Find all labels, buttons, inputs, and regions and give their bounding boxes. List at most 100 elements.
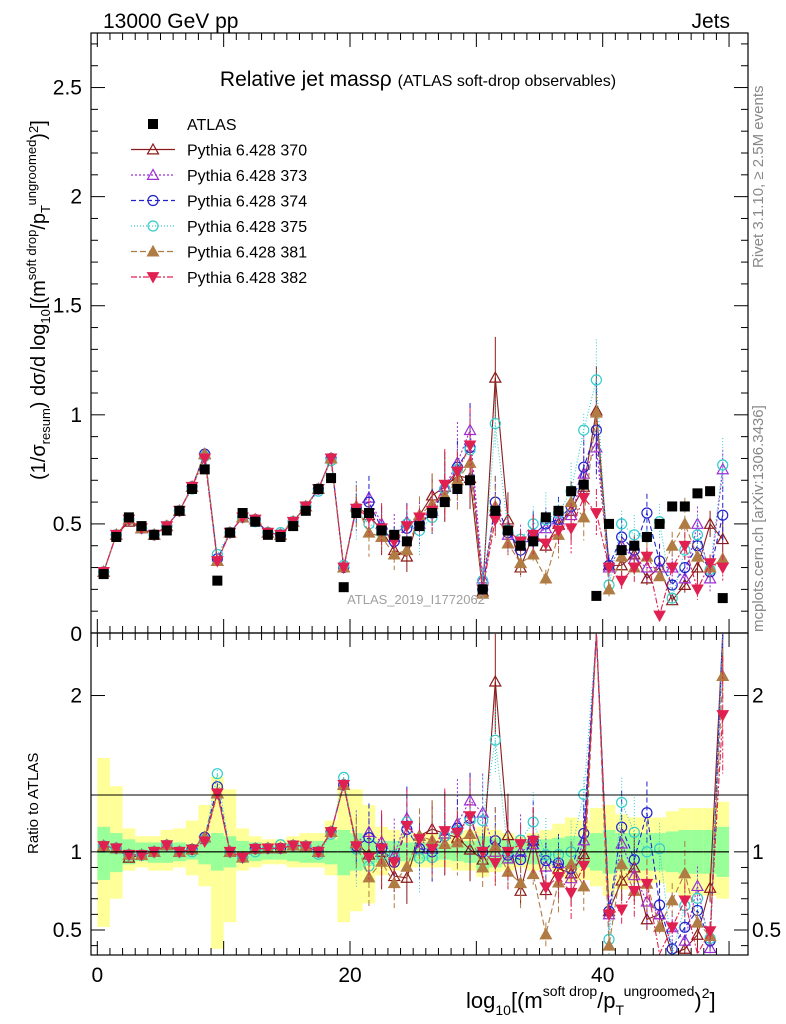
main-point-s2-44: [653, 555, 666, 567]
atlas-point-44: [654, 518, 665, 529]
atlas-point-7: [187, 484, 198, 494]
main-point-s2-49: [717, 509, 729, 521]
x-tick-label-2: 40: [591, 964, 614, 987]
ratio-point-s1-44: [653, 907, 667, 920]
main-point-s0-46: [678, 578, 692, 591]
main-point-s4-47: [690, 549, 704, 562]
ratio-point-s4-33: [514, 876, 528, 889]
main-point-s3-38: [578, 424, 590, 436]
y-ratio-tick-label-r-0: 0.5: [752, 919, 781, 942]
atlas-point-31: [490, 505, 501, 516]
y-main-tick-label-0: 0.5: [53, 513, 82, 536]
main-point-s4-38: [577, 510, 591, 523]
y-ratio-tick-label-l-0: 0.5: [53, 919, 82, 942]
legend-marker-0: [146, 142, 160, 155]
atlas-point-47: [692, 488, 703, 499]
main-line-series-3: [103, 379, 724, 599]
main-point-s5-36: [552, 525, 565, 537]
title-sub: (ATLAS soft-drop observables): [398, 73, 616, 90]
ratio-point-s5-2: [122, 849, 136, 862]
main-point-s2-43: [641, 507, 653, 519]
ratio-line-series-4: [103, 633, 724, 946]
ratio-point-s3-41: [616, 796, 628, 809]
ratio-line-series-3: [103, 633, 724, 955]
x-tick-label-1: 20: [338, 964, 361, 987]
atlas-data-points: [97, 464, 730, 853]
ratio-point-s5-22: [375, 843, 388, 856]
legend: ATLAS Pythia 6.428 370 Pythia 6.428 373 Pyt…: [131, 117, 307, 287]
main-point-s4-33: [514, 556, 528, 569]
main-point-s3-42: [628, 529, 640, 541]
main-point-s3-31: [489, 417, 501, 430]
atlas-point-25: [414, 521, 425, 532]
main-point-s3-45: [666, 592, 678, 604]
main-point-s0-47: [690, 560, 704, 573]
main-point-s4-24: [400, 543, 414, 556]
ratio-line-series-0: [103, 633, 724, 955]
mcplots-label: mcplots.cern.ch [arXiv:1306.3436]: [750, 405, 767, 632]
atlas-point-39: [591, 590, 602, 601]
y-ratio-tick-label-r-2: 2: [752, 685, 764, 708]
main-point-s0-49: [716, 532, 730, 545]
ratio-point-s5-0: [97, 841, 110, 853]
atlas-point-19: [338, 582, 349, 593]
main-point-s5-25: [413, 512, 426, 524]
main-point-s3-41: [616, 518, 628, 530]
ratio-point-s4-40: [602, 938, 616, 951]
legend-label-atlas: ATLAS: [187, 117, 237, 134]
y-ratio-tick-label-l-2: 2: [70, 685, 82, 708]
x-tick-label-0: 0: [91, 964, 103, 987]
atlas-point-3: [136, 521, 147, 532]
atlas-point-22: [376, 525, 387, 536]
legend-label-1: Pythia 6.428 373: [187, 168, 307, 185]
main-panel-series: [97, 336, 730, 623]
ratio-point-s5-16: [299, 841, 313, 853]
main-point-s5-49: [716, 562, 730, 575]
atlas-point-0: [98, 569, 109, 580]
atlas-point-9: [212, 575, 223, 586]
atlas-point-15: [288, 521, 299, 532]
ratio-point-s5-35: [539, 882, 553, 894]
atlas-point-30: [477, 584, 488, 595]
ratio-point-s5-5: [160, 840, 174, 852]
category-label: Jets: [691, 10, 730, 33]
ratio-point-s3-35: [540, 849, 552, 861]
ratio-point-s4-21: [362, 870, 376, 883]
ratio-point-s5-45: [665, 922, 679, 934]
ratio-point-s3-47: [691, 892, 704, 904]
tick-labels: 0 20 40 0.5 1 1.5 2 2.5 0 0.5 0.5 1 1 2 2: [53, 77, 781, 987]
y-ratio-tick-label-l-1: 1: [70, 841, 82, 864]
atlas-point-45: [667, 501, 678, 512]
atlas-point-36: [553, 505, 564, 516]
main-point-s4-35: [539, 571, 553, 584]
main-point-s5-34: [526, 529, 540, 542]
ratio-point-s5-7: [185, 844, 199, 856]
main-point-s5-9: [210, 556, 224, 568]
main-point-s5-24: [400, 521, 414, 533]
main-point-s5-27: [438, 479, 452, 492]
main-point-s5-48: [703, 558, 717, 570]
atlas-point-21: [363, 508, 374, 518]
atlas-point-24: [401, 536, 412, 547]
ratio-point-s4-35: [539, 927, 553, 940]
ratio-panel-series: [97, 633, 730, 956]
main-point-s5-37: [564, 523, 578, 535]
band-stat-0: [97, 826, 110, 880]
main-point-s5-38: [577, 492, 591, 505]
legend-marker-atlas: [148, 119, 158, 129]
atlas-point-4: [149, 529, 160, 540]
ratio-point-s1-47: [690, 879, 704, 892]
main-point-s5-18: [324, 453, 338, 465]
ratio-point-s2-35: [540, 855, 552, 867]
energy-label: 13000 GeV pp: [103, 10, 238, 33]
ratio-point-s3-30: [477, 814, 489, 827]
rivet-label: Rivet 3.1.10, ≥ 2.5M events: [750, 86, 767, 269]
main-point-s1-48: [703, 571, 717, 584]
ratio-point-s0-31: [488, 674, 502, 687]
main-point-s0-48: [703, 517, 717, 529]
main-point-s4-46: [678, 517, 692, 529]
atlas-point-5: [161, 525, 172, 536]
main-point-s5-43: [640, 551, 654, 564]
ratio-point-s4-30: [476, 860, 490, 873]
atlas-point-16: [300, 505, 311, 516]
